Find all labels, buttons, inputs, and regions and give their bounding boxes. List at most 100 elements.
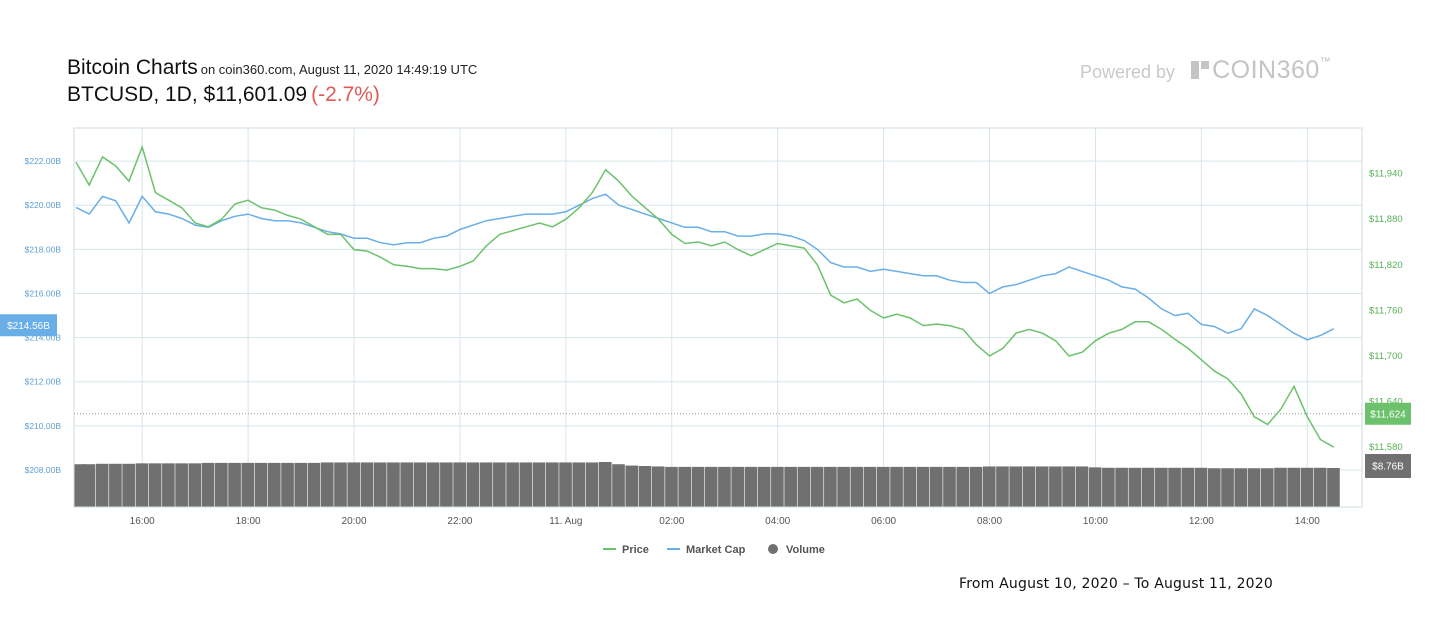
- volume-bar: [1287, 467, 1301, 507]
- volume-bar: [612, 464, 625, 507]
- volume-bar: [837, 466, 850, 507]
- volume-bars: [74, 462, 1340, 507]
- right-tick-label: $11,880: [1369, 214, 1403, 225]
- volume-bar: [1102, 467, 1115, 507]
- coin360-logo-icon: [1191, 61, 1210, 79]
- volume-bar: [546, 462, 559, 507]
- volume-bar: [718, 466, 731, 507]
- powered-by-text: Powered by: [1080, 62, 1176, 82]
- volume-bar: [598, 462, 612, 507]
- volume-bar: [241, 462, 255, 507]
- left-tick-label: $212.00B: [25, 377, 62, 387]
- current-price: $11,601.09: [203, 83, 308, 106]
- left-tick-label: $222.00B: [25, 156, 62, 166]
- chart-title: Bitcoin Charts: [67, 56, 198, 79]
- x-tick-label: 06:00: [871, 516, 896, 527]
- volume-bar: [810, 466, 824, 507]
- volume-bar: [294, 462, 308, 507]
- pair-label: BTCUSD, 1D,: [67, 83, 198, 106]
- legend-item-label: Price: [622, 544, 649, 556]
- x-tick-label: 08:00: [977, 516, 1002, 527]
- left-tick-label: $208.00B: [25, 465, 62, 475]
- volume-bar: [228, 462, 241, 507]
- right-tick-label: $11,580: [1369, 442, 1403, 453]
- x-tick-label: 20:00: [342, 516, 367, 527]
- volume-bar: [201, 462, 215, 507]
- volume-bar: [638, 466, 652, 507]
- volume-bar: [466, 462, 480, 507]
- left-tick-label: $216.00B: [25, 288, 62, 298]
- market-cap-current-label-bg: [0, 314, 57, 337]
- right-tick-label: $11,940: [1369, 169, 1403, 180]
- volume-bar: [585, 462, 599, 507]
- volume-bar: [1141, 467, 1155, 507]
- volume-bar: [1234, 468, 1248, 507]
- axes: [73, 127, 1363, 508]
- market-cap-line: [75, 193, 1335, 341]
- volume-bar: [1168, 467, 1181, 507]
- powered-by-logo[interactable]: Powered by COIN360™: [1080, 56, 1331, 85]
- volume-bar: [1049, 466, 1062, 507]
- volume-bar: [82, 464, 96, 507]
- volume-bar: [797, 466, 811, 507]
- volume-bar: [890, 466, 903, 507]
- volume-bar: [532, 462, 546, 507]
- volume-bar: [493, 462, 506, 507]
- volume-bar: [863, 466, 877, 507]
- price-change: (-2.7%): [311, 83, 380, 106]
- volume-bar: [162, 463, 175, 507]
- volume-bar: [1194, 467, 1208, 507]
- volume-bar: [148, 463, 162, 507]
- volume-bar: [572, 462, 586, 507]
- volume-bar: [678, 466, 692, 507]
- x-tick-label: 18:00: [236, 516, 261, 527]
- volume-bar: [267, 462, 281, 507]
- volume-bar: [95, 463, 109, 507]
- volume-bar: [373, 462, 387, 507]
- x-tick-label: 11. Aug: [549, 516, 582, 527]
- volume-current-label: $8.76B: [1372, 462, 1404, 473]
- volume-bar: [347, 462, 361, 507]
- legend-swatch: [768, 544, 778, 554]
- volume-bar: [1088, 467, 1102, 507]
- volume-bar: [254, 462, 268, 507]
- market-cap-current-label: $214.56B: [7, 321, 50, 332]
- volume-bar: [320, 462, 334, 507]
- volume-bar: [1260, 468, 1274, 507]
- volume-bar: [1022, 466, 1036, 507]
- right-tick-label: $11,700: [1369, 351, 1403, 362]
- grid-layer: [74, 128, 1362, 507]
- x-tick-label: 04:00: [765, 516, 790, 527]
- volume-current-label-bg: [1365, 454, 1411, 478]
- volume-bar: [413, 462, 427, 507]
- volume-bar: [387, 462, 400, 507]
- volume-bar: [757, 466, 771, 507]
- volume-bar: [1313, 467, 1327, 507]
- volume-bar: [215, 462, 228, 507]
- volume-bar: [1115, 467, 1128, 507]
- volume-bar: [122, 463, 135, 507]
- volume-bar: [691, 466, 705, 507]
- volume-bar: [903, 466, 917, 507]
- volume-bar: [850, 466, 864, 507]
- volume-bar: [1128, 467, 1142, 507]
- volume-bar: [400, 462, 414, 507]
- volume-bar: [307, 462, 321, 507]
- x-tick-label: 10:00: [1083, 516, 1108, 527]
- value-badges: $214.56B $11,624 $8.76B: [0, 314, 1411, 478]
- volume-bar: [784, 466, 797, 507]
- volume-bar: [744, 466, 758, 507]
- volume-bar: [479, 462, 493, 507]
- volume-bar: [559, 462, 572, 507]
- legend-item-label: Market Cap: [686, 544, 746, 556]
- volume-bar: [453, 462, 466, 507]
- series-lines: [74, 144, 1362, 448]
- x-tick-label: 02:00: [659, 516, 684, 527]
- volume-bar: [440, 462, 453, 507]
- pair-line: BTCUSD, 1D, $11,601.09 (-2.7%): [67, 83, 477, 107]
- chart-header: Bitcoin Charts on coin360.com, August 11,…: [67, 56, 477, 107]
- volume-bar: [1207, 468, 1221, 507]
- x-tick-label: 16:00: [130, 516, 155, 527]
- price-current-label: $11,624: [1370, 409, 1406, 420]
